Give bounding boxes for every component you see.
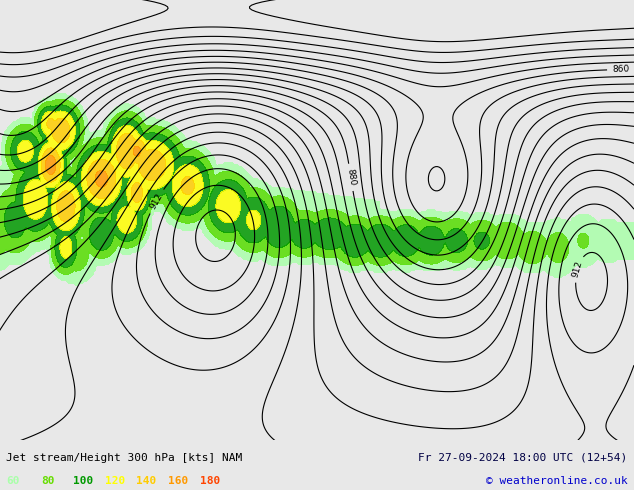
Text: Fr 27-09-2024 18:00 UTC (12+54): Fr 27-09-2024 18:00 UTC (12+54)	[418, 452, 628, 463]
Text: 180: 180	[200, 476, 220, 486]
Text: 880: 880	[345, 168, 356, 187]
Text: 912: 912	[148, 192, 165, 211]
Text: 140: 140	[136, 476, 157, 486]
Text: 100: 100	[73, 476, 93, 486]
Text: 80: 80	[41, 476, 55, 486]
Text: Jet stream/Height 300 hPa [kts] NAM: Jet stream/Height 300 hPa [kts] NAM	[6, 452, 243, 463]
Text: 60: 60	[6, 476, 20, 486]
Text: © weatheronline.co.uk: © weatheronline.co.uk	[486, 476, 628, 486]
Text: 860: 860	[612, 65, 630, 74]
Text: 120: 120	[105, 476, 125, 486]
Text: 160: 160	[168, 476, 188, 486]
Text: 912: 912	[571, 260, 584, 279]
